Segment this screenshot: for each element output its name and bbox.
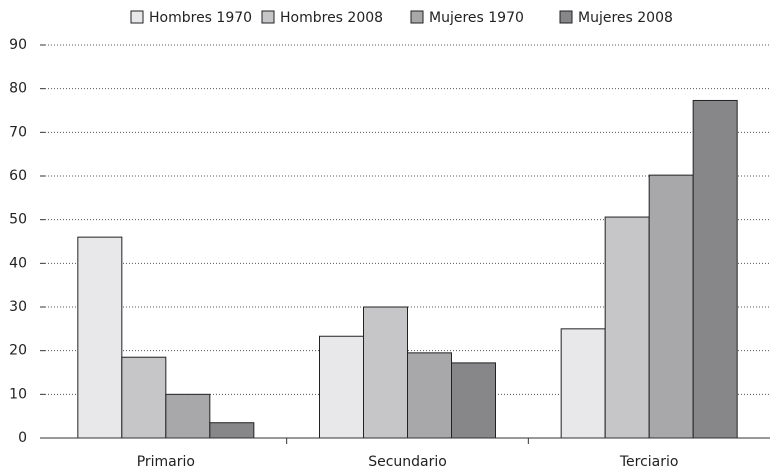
y-tick-label: 60	[9, 168, 27, 184]
x-tick-label: Primario	[137, 454, 195, 470]
legend-swatch	[261, 10, 275, 24]
bar	[604, 216, 650, 439]
bar	[692, 99, 738, 439]
y-tick-label: 70	[9, 124, 27, 140]
bar	[363, 306, 408, 439]
y-tick-label: 30	[9, 299, 27, 315]
legend-swatch	[559, 10, 573, 24]
bar	[560, 328, 606, 439]
y-tick-label: 80	[9, 81, 27, 97]
bar	[451, 362, 496, 439]
bar	[77, 236, 123, 439]
y-tick-label: 50	[9, 212, 27, 228]
bar	[209, 422, 255, 439]
x-tick-label: Secundario	[368, 454, 447, 470]
bar	[648, 174, 694, 439]
legend-label: Hombres 2008	[280, 10, 383, 26]
legend-swatch	[410, 10, 424, 24]
y-tick-label: 90	[9, 37, 27, 53]
legend-label: Hombres 1970	[149, 10, 252, 26]
bar	[407, 352, 452, 439]
legend-label: Mujeres 2008	[578, 10, 673, 26]
y-tick-label: 20	[9, 343, 27, 359]
y-tick-label: 40	[9, 255, 27, 271]
bar	[121, 356, 167, 439]
bar	[319, 335, 364, 439]
legend-swatch	[130, 10, 144, 24]
bar	[165, 393, 211, 439]
x-tick-label: Terciario	[619, 454, 679, 470]
legend-label: Mujeres 1970	[429, 10, 524, 26]
y-tick-label: 0	[18, 430, 27, 446]
y-tick-label: 10	[9, 386, 27, 402]
